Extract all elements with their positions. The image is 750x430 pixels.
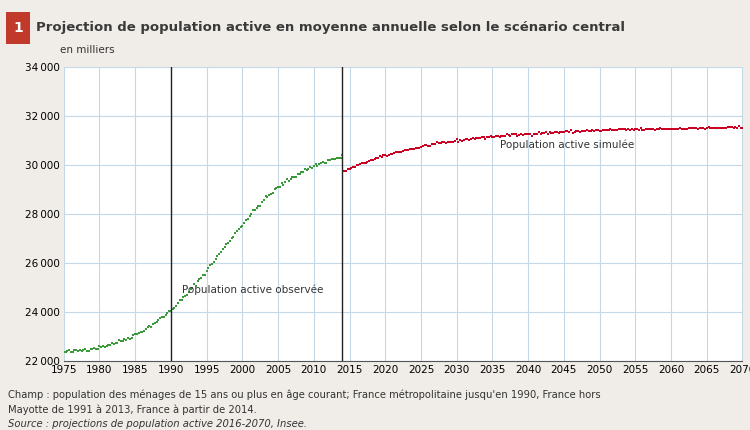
Text: Projection de population active en moyenne annuelle selon le scénario central: Projection de population active en moyen… [36,22,625,34]
Text: Mayotte de 1991 à 2013, France à partir de 2014.: Mayotte de 1991 à 2013, France à partir … [8,404,256,415]
Text: Source : projections de population active 2016-2070, Insee.: Source : projections de population activ… [8,419,307,429]
Text: 1: 1 [13,21,22,35]
Text: Champ : population des ménages de 15 ans ou plus en âge courant; France métropol: Champ : population des ménages de 15 ans… [8,389,600,399]
Text: Population active simulée: Population active simulée [500,140,634,150]
FancyBboxPatch shape [6,12,30,43]
Text: en milliers: en milliers [60,45,115,55]
Text: Population active observée: Population active observée [182,285,323,295]
